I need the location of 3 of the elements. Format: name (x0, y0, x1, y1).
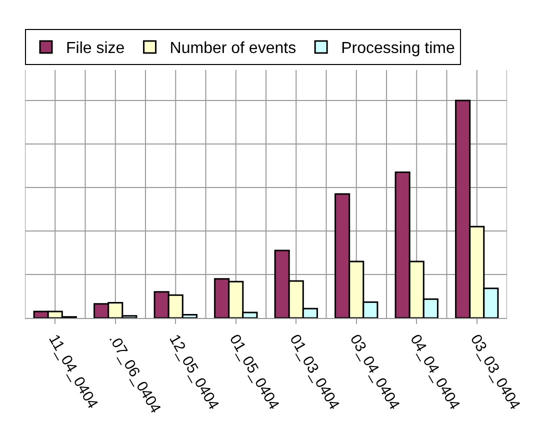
legend-label: File size (66, 40, 125, 58)
legend-label: Number of events (170, 40, 296, 58)
legend-label: Processing time (341, 40, 455, 58)
